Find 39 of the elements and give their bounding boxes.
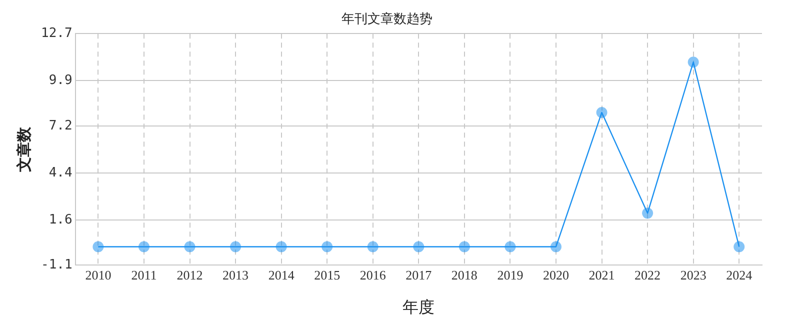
- point: [322, 241, 333, 252]
- point: [92, 241, 104, 252]
- point: [642, 208, 654, 219]
- x-tick-label: 2013: [222, 267, 249, 282]
- y-tick-label: -1.1: [40, 258, 72, 273]
- point: [413, 241, 424, 252]
- x-tick-label: 2022: [634, 267, 661, 282]
- point: [458, 241, 470, 252]
- y-tick-label: 1.6: [48, 212, 72, 228]
- x-tick-label: 2021: [588, 267, 615, 282]
- x-axis-title: 年度: [402, 298, 435, 317]
- x-tick-label: 2011: [131, 267, 157, 282]
- point: [688, 56, 699, 68]
- y-axis-title: 文章数: [14, 126, 33, 173]
- x-tick-label: 2018: [451, 267, 478, 282]
- x-tick-label: 2015: [314, 267, 340, 282]
- x-tick-label: 2023: [680, 267, 706, 282]
- x-tick-label: 2016: [360, 267, 386, 282]
- x-tick-label: 2019: [497, 267, 524, 282]
- y-tick-label: 12.7: [40, 26, 72, 41]
- x-tick-label: 2020: [542, 267, 569, 282]
- point: [596, 106, 608, 118]
- point: [230, 241, 242, 252]
- point: [734, 241, 745, 252]
- x-tick-label: 2010: [85, 267, 112, 282]
- point: [276, 241, 287, 252]
- y-tick-label: 9.9: [48, 72, 72, 88]
- point: [550, 241, 562, 252]
- point: [138, 241, 150, 252]
- x-tick-label: 2017: [406, 267, 432, 282]
- x-tick-label: 2024: [726, 267, 753, 282]
- x-tick-label: 2014: [268, 267, 295, 282]
- point: [184, 241, 196, 252]
- y-tick-label: 4.4: [48, 165, 72, 180]
- point: [504, 241, 516, 252]
- x-tick-label: 2012: [176, 267, 203, 282]
- chart-title: 年刊文章数趋势: [342, 11, 432, 26]
- y-tick-label: 7.2: [48, 118, 72, 134]
- point: [367, 241, 378, 252]
